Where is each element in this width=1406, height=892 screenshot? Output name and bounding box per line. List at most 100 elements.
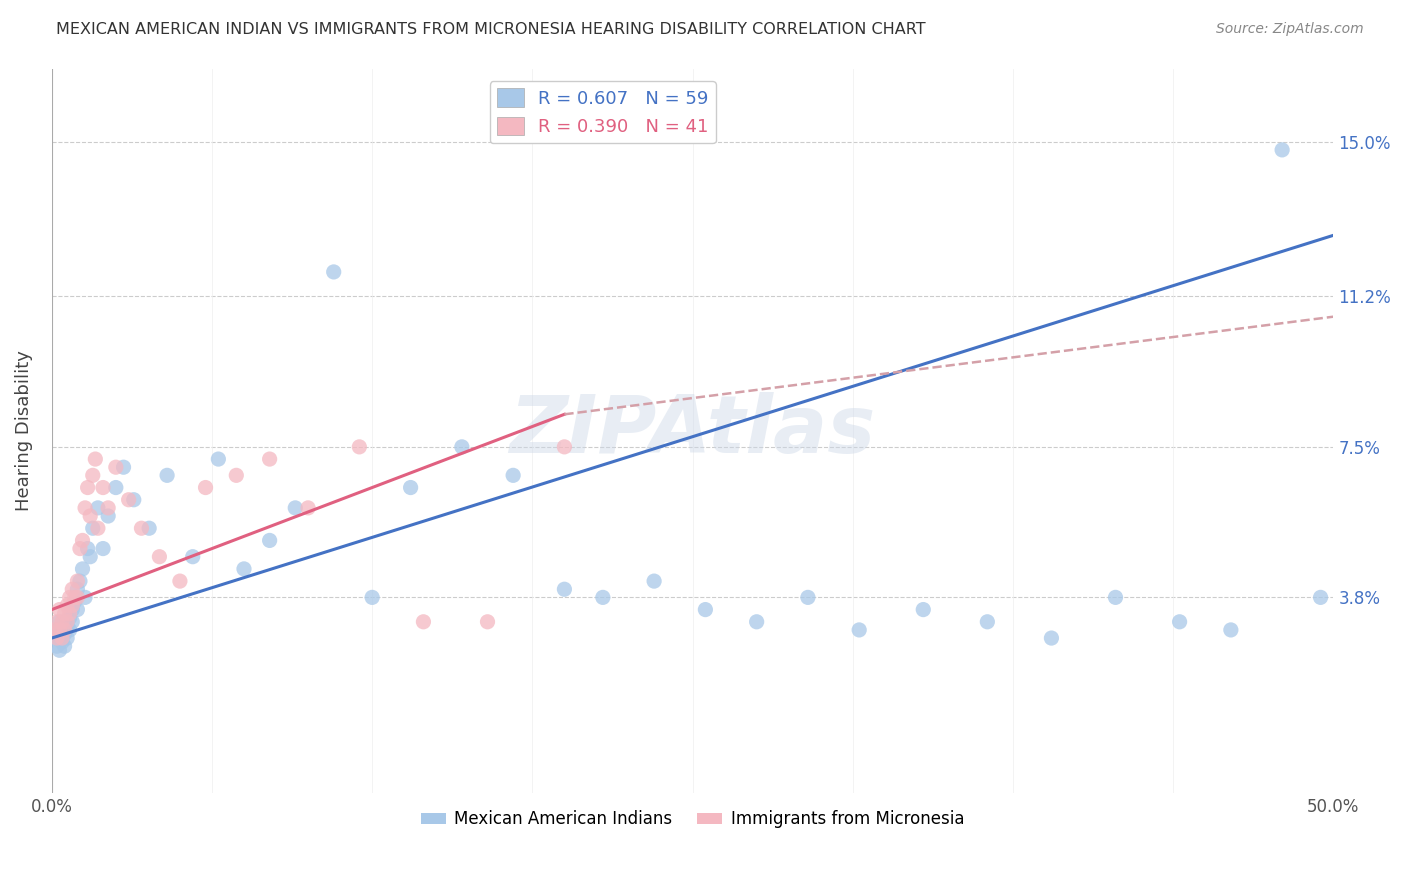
Point [53, 623, 76, 637]
Point [976, 615, 998, 629]
Point [60, 615, 83, 629]
Point [87, 500, 110, 515]
Point [72, 562, 94, 576]
Point [56, 619, 79, 633]
Point [477, 615, 499, 629]
Point [79, 549, 101, 564]
Point [131, 521, 153, 535]
Point [53, 627, 76, 641]
Point [76, 541, 98, 556]
Point [66, 582, 89, 597]
Point [1104, 591, 1126, 605]
Point [76, 481, 98, 495]
Point [361, 591, 384, 605]
Point [56, 599, 79, 613]
Point [643, 574, 665, 588]
Point [233, 562, 256, 576]
Point [48, 631, 70, 645]
Point [91, 481, 114, 495]
Point [53, 615, 76, 629]
Point [695, 602, 717, 616]
Point [48, 615, 70, 629]
Point [848, 623, 870, 637]
Point [148, 549, 170, 564]
Point [97, 508, 120, 523]
Point [284, 500, 307, 515]
Point [45, 631, 67, 645]
Point [51, 615, 73, 629]
Point [79, 508, 101, 523]
Point [69, 574, 91, 588]
Point [63, 591, 86, 605]
Point [1271, 143, 1294, 157]
Point [117, 492, 139, 507]
Point [297, 500, 319, 515]
Point [169, 574, 191, 588]
Point [138, 521, 160, 535]
Point [207, 452, 229, 467]
Point [91, 541, 114, 556]
Point [97, 500, 120, 515]
Point [399, 481, 422, 495]
Point [48, 623, 70, 637]
Point [225, 468, 247, 483]
Point [797, 591, 820, 605]
Point [194, 481, 217, 495]
Point [59, 591, 82, 605]
Point [51, 631, 73, 645]
Legend: Mexican American Indians, Immigrants from Micronesia: Mexican American Indians, Immigrants fro… [415, 804, 972, 835]
Point [59, 611, 82, 625]
Point [84, 452, 107, 467]
Point [181, 549, 204, 564]
Point [104, 460, 127, 475]
Point [451, 440, 474, 454]
Point [45, 639, 67, 653]
Point [66, 574, 89, 588]
Point [59, 623, 82, 637]
Point [75, 500, 97, 515]
Text: ZIPAtlas: ZIPAtlas [509, 392, 876, 469]
Point [63, 594, 86, 608]
Point [48, 643, 70, 657]
Point [53, 639, 76, 653]
Point [44, 623, 66, 637]
Point [82, 521, 104, 535]
Y-axis label: Hearing Disability: Hearing Disability [15, 351, 32, 511]
Point [259, 452, 281, 467]
Point [59, 607, 82, 621]
Point [259, 533, 281, 548]
Point [53, 607, 76, 621]
Point [45, 623, 67, 637]
Point [87, 521, 110, 535]
Point [745, 615, 768, 629]
Point [82, 468, 104, 483]
Point [553, 582, 575, 597]
Point [322, 265, 344, 279]
Point [75, 591, 97, 605]
Point [48, 602, 70, 616]
Point [66, 591, 89, 605]
Point [502, 468, 524, 483]
Point [104, 481, 127, 495]
Point [156, 468, 179, 483]
Point [60, 582, 83, 597]
Point [51, 623, 73, 637]
Point [44, 631, 66, 645]
Point [56, 615, 79, 629]
Point [60, 599, 83, 613]
Text: MEXICAN AMERICAN INDIAN VS IMMIGRANTS FROM MICRONESIA HEARING DISABILITY CORRELA: MEXICAN AMERICAN INDIAN VS IMMIGRANTS FR… [56, 22, 927, 37]
Point [592, 591, 614, 605]
Point [66, 602, 89, 616]
Point [553, 440, 575, 454]
Point [45, 615, 67, 629]
Point [412, 615, 434, 629]
Point [1040, 631, 1063, 645]
Point [69, 541, 91, 556]
Point [122, 492, 145, 507]
Point [72, 533, 94, 548]
Point [1309, 591, 1331, 605]
Point [349, 440, 371, 454]
Text: Source: ZipAtlas.com: Source: ZipAtlas.com [1216, 22, 1364, 37]
Point [1219, 623, 1241, 637]
Point [112, 460, 135, 475]
